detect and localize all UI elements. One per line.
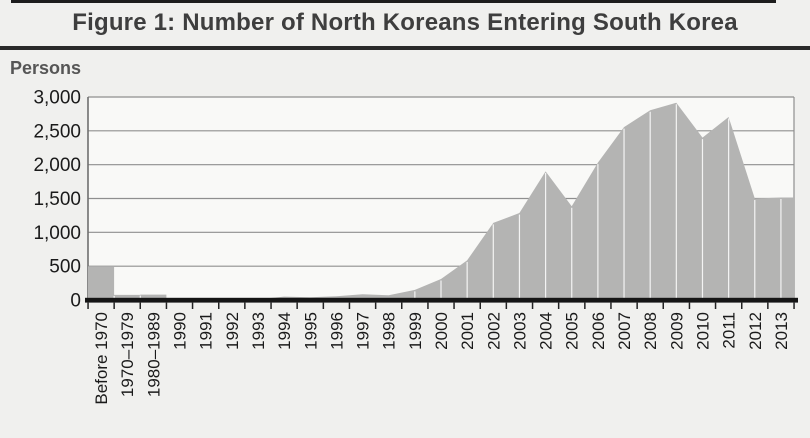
x-tick-label: 1992 [223,312,242,350]
x-tick-label: 2008 [641,312,660,350]
x-tick [139,302,141,309]
figure-title: Figure 1: Number of North Koreans Enteri… [72,9,738,36]
x-tick-label: 2012 [746,312,765,350]
y-tick-label: 1,000 [33,223,81,244]
top-rule [11,0,776,3]
x-tick [87,302,89,309]
x-tick-label: 1991 [197,312,216,350]
x-tick-label: 1998 [380,312,399,350]
y-tick-label: 2,000 [33,155,81,176]
x-tick [662,302,664,309]
x-tick [610,302,612,309]
x-tick-label: 2004 [537,312,556,350]
x-tick-label: 1995 [301,312,320,350]
x-tick [427,302,429,309]
x-tick-label: 2007 [615,312,634,350]
x-tick-label: 2006 [589,312,608,350]
x-tick [296,302,298,309]
x-tick-label: 1994 [275,312,294,350]
x-tick [165,302,168,309]
y-tick-label: 0 [70,291,81,312]
x-tick-label: 1996 [327,312,346,350]
x-tick-label: Before 1970 [92,312,111,405]
x-tick-label: 2010 [694,312,713,350]
x-tick [113,302,115,309]
area-series [88,102,794,300]
x-tick [793,302,795,309]
x-tick [636,302,638,309]
x-tick [374,302,377,309]
x-tick-label: 1970–1979 [118,312,137,397]
x-tick-label: 2003 [510,312,529,350]
x-tick-label: 2000 [432,312,451,350]
x-tick-label: 1980–1989 [144,312,163,397]
x-tick [688,302,691,309]
x-tick [244,302,246,309]
x-tick [505,302,508,309]
x-tick-label: 2005 [563,312,582,350]
x-tick [767,302,769,309]
x-tick [741,302,743,309]
x-tick-label: 2001 [458,312,477,350]
x-tick-label: 1993 [249,312,268,350]
title-divider [0,46,810,50]
x-tick [218,302,220,309]
y-tick-label: 1,500 [33,189,81,210]
x-tick [453,302,455,309]
x-tick-label: 2002 [484,312,503,350]
x-tick-label: 2009 [667,312,686,350]
y-tick-label: 500 [49,257,81,278]
x-tick [479,302,481,309]
x-tick-label: 1990 [171,312,190,350]
x-axis-line [85,297,798,303]
x-tick [557,302,560,309]
x-tick [531,302,534,309]
x-tick [191,302,194,309]
x-tick-label: 1999 [406,312,425,350]
x-tick [584,302,586,309]
x-tick-label: 1997 [354,312,373,350]
x-tick-label: 2013 [772,312,791,350]
x-tick [401,302,403,309]
x-tick [322,302,325,309]
y-tick-label: 3,000 [33,88,81,109]
x-tick [714,302,717,309]
x-tick-label: 2011 [720,312,739,349]
x-tick [270,302,272,309]
y-tick-label: 2,500 [33,121,81,142]
y-axis-title: Persons [10,58,82,78]
x-tick [348,302,351,309]
